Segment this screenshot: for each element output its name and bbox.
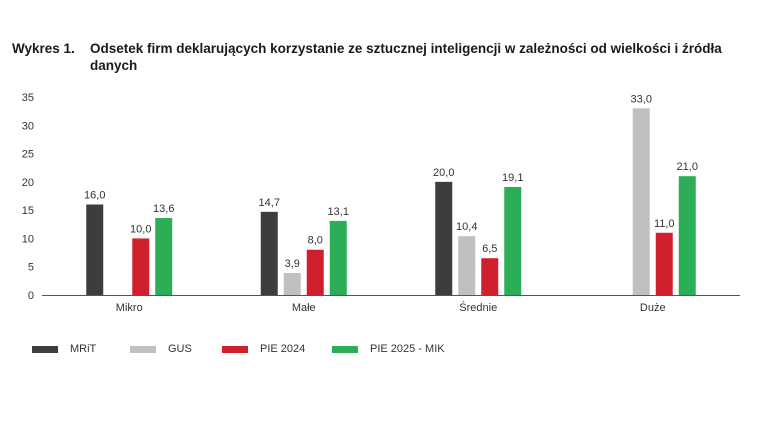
bar-pie-2025-mik	[329, 220, 347, 295]
legend-label-mrit: MRiT	[70, 343, 97, 355]
legend-item-gus: GUS	[130, 343, 192, 355]
legend-swatch-gus	[130, 345, 156, 353]
x-tick-label: Średnie	[459, 301, 497, 314]
data-label: 33,0	[631, 93, 652, 105]
data-label: 6,5	[482, 243, 497, 255]
bar-pie-2025-mik	[155, 218, 173, 295]
data-label: 13,6	[153, 203, 174, 215]
y-tick-label: 30	[22, 120, 34, 132]
data-label: 10,0	[130, 223, 151, 235]
legend-swatch-pie-2024	[222, 345, 248, 353]
data-label: 20,0	[433, 167, 454, 179]
data-label: 10,4	[456, 221, 477, 233]
data-label: 8,0	[308, 235, 323, 247]
legend-item-pie-2024: PIE 2024	[222, 343, 305, 355]
bar-pie-2024	[306, 249, 324, 295]
bar-mrit	[260, 211, 278, 295]
data-label: 21,0	[677, 161, 698, 173]
legend-label-pie-2024: PIE 2024	[260, 343, 306, 355]
data-label: 16,0	[84, 189, 105, 201]
data-label: 14,7	[259, 197, 280, 209]
y-tick-label: 0	[28, 290, 34, 302]
chart-title-text: Odsetek firm deklarujących korzystanie z…	[90, 41, 722, 73]
y-tick-label: 15	[22, 205, 34, 217]
data-label: 11,0	[654, 218, 675, 230]
legend-swatch-mrit	[32, 345, 58, 353]
y-tick-label: 25	[22, 149, 34, 161]
y-tick-label: 35	[22, 92, 34, 104]
legend-swatch-pie-2025-mik	[332, 345, 358, 353]
bar-chart: 0 5 10 15 20 25 30 35 16,0 10,013,6 Mikro 14,7 3,9 8,…	[22, 92, 740, 314]
bar-mrit	[435, 181, 453, 295]
legend-label-gus: GUS	[168, 343, 192, 355]
y-tick-label: 5	[28, 262, 34, 274]
y-tick-label: 20	[22, 177, 34, 189]
legend-item-mrit: MRiT	[32, 343, 96, 355]
bar-pie-2024	[655, 232, 673, 295]
bar-pie-2024	[481, 258, 499, 295]
x-tick-label: Mikro	[116, 302, 143, 314]
legend-item-pie-2025-mik: PIE 2025 - MIK	[332, 343, 445, 355]
bar-gus	[632, 108, 650, 295]
bar-gus	[458, 236, 476, 295]
legend-label-pie-2025-mik: PIE 2025 - MIK	[370, 343, 445, 355]
data-label: 19,1	[502, 172, 523, 184]
chart-legend: MRiT GUS PIE 2024 PIE 2025 - MIK	[0, 343, 768, 363]
bar-pie-2025-mik	[678, 176, 696, 295]
data-label: 13,1	[328, 206, 349, 218]
bar-gus	[283, 272, 301, 295]
bar-pie-2024	[132, 238, 150, 295]
x-tick-label: Duże	[640, 302, 666, 314]
y-tick-label: 10	[22, 233, 34, 245]
bar-mrit	[86, 204, 104, 295]
data-label: 3,9	[285, 258, 300, 270]
bar-pie-2025-mik	[504, 186, 522, 295]
chart-title-label: Wykres 1.	[12, 41, 75, 56]
x-tick-label: Małe	[292, 302, 316, 314]
